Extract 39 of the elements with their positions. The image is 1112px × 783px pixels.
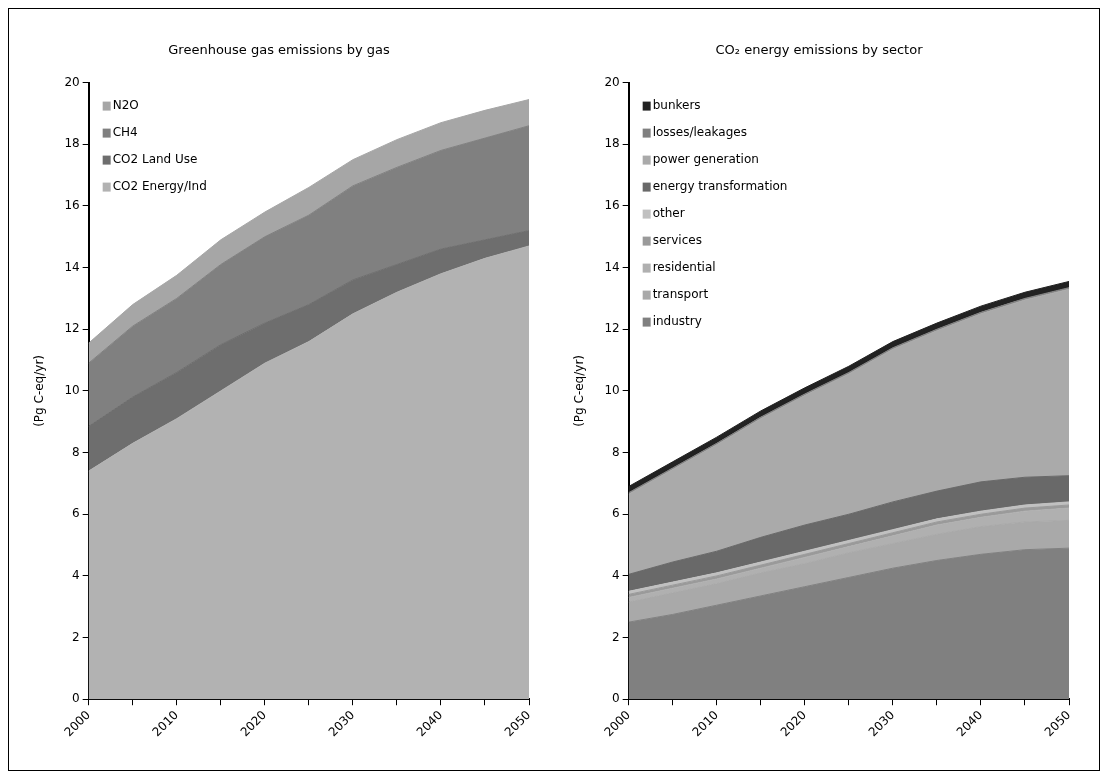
y-tick-label: 18 <box>604 136 620 151</box>
y-tick-label: 0 <box>612 691 620 706</box>
legend-label: transport <box>652 287 709 302</box>
y-tick-label: 0 <box>72 691 80 706</box>
y-tick-label: 2 <box>612 629 620 644</box>
y-tick-label: 4 <box>72 568 80 583</box>
y-tick-label: 6 <box>612 506 620 521</box>
legend-label: bunkers <box>652 98 701 113</box>
chart-title: Greenhouse gas emissions by gas <box>168 42 390 58</box>
y-axis-title: (Pg C-eq/yr) <box>572 355 587 427</box>
y-tick-label: 18 <box>64 136 80 151</box>
chart-title: CO₂ energy emissions by sector <box>715 42 924 58</box>
y-tick-label: 20 <box>604 74 620 89</box>
y-tick-label: 12 <box>604 321 620 336</box>
y-tick-label: 8 <box>612 444 620 459</box>
y-tick-label: 6 <box>72 506 80 521</box>
y-tick-label: 14 <box>64 259 80 274</box>
legend-label: services <box>652 233 702 248</box>
y-tick-label: 2 <box>72 629 80 644</box>
legend-label: CO2 Land Use <box>112 152 198 167</box>
y-tick-label: 16 <box>64 198 80 213</box>
y-tick-label: 10 <box>604 383 620 398</box>
legend-label: other <box>652 206 685 221</box>
legend-label: power generation <box>652 152 759 167</box>
y-tick-label: 20 <box>64 74 80 89</box>
y-tick-label: 10 <box>64 383 80 398</box>
legend-label: losses/leakages <box>652 125 747 140</box>
legend-label: energy transformation <box>652 179 788 194</box>
legend-label: CH4 <box>112 125 138 140</box>
y-axis-title: (Pg C-eq/yr) <box>32 355 47 427</box>
legend-label: CO2 Energy/Ind <box>112 179 207 194</box>
y-tick-label: 8 <box>72 444 80 459</box>
y-tick-label: 4 <box>612 568 620 583</box>
legend-label: residential <box>652 260 716 275</box>
y-tick-label: 16 <box>604 198 620 213</box>
legend-label: N2O <box>112 98 139 113</box>
y-tick-label: 14 <box>604 259 620 274</box>
legend-label: industry <box>652 314 702 329</box>
y-tick-label: 12 <box>64 321 80 336</box>
